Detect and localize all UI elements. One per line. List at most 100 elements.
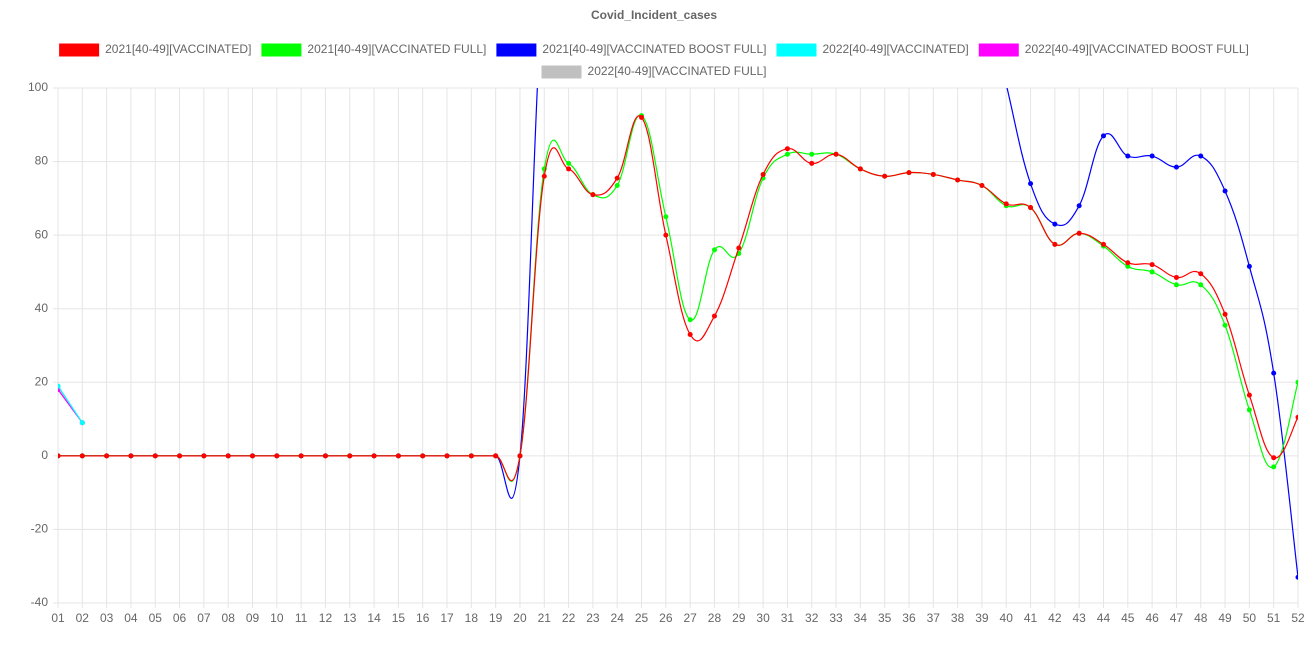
legend-item: 2021[40-49][VACCINATED] (59, 42, 251, 57)
legend: 2021[40-49][VACCINATED] 2021[40-49][VACCI… (59, 42, 1249, 79)
y-tick-label: 100 (28, 80, 48, 94)
x-tick-label: 29 (732, 611, 746, 625)
data-point (1028, 205, 1034, 211)
x-tick-label: 17 (440, 611, 454, 625)
data-point (1271, 455, 1277, 461)
data-point (663, 214, 669, 220)
data-point (882, 173, 888, 179)
data-point (395, 453, 401, 459)
y-tick-label: 20 (35, 374, 49, 388)
data-point (687, 317, 693, 323)
y-tick-label: 0 (41, 448, 48, 462)
x-tick-label: 15 (392, 611, 406, 625)
data-point (639, 114, 645, 120)
data-point (784, 146, 790, 152)
series-line (58, 385, 83, 424)
data-point (614, 175, 620, 181)
data-point (1052, 241, 1058, 247)
x-tick-label: 41 (1024, 611, 1038, 625)
data-point (1149, 262, 1155, 268)
x-tick-label: 16 (416, 611, 430, 625)
grid: -40 -20 0 20 40 60 80 100 01 02 03 04 05 06 07 08 09 10 11… (28, 80, 1305, 625)
data-point (1052, 221, 1058, 227)
x-tick-label: 27 (683, 611, 697, 625)
x-tick-label: 30 (756, 611, 770, 625)
x-tick-label: 10 (270, 611, 284, 625)
legend-label: 2022[40-49][VACCINATED FULL] (588, 64, 767, 78)
legend-swatch (978, 43, 1019, 57)
y-tick-label: -40 (31, 595, 49, 609)
plot-area (58, 82, 1298, 580)
data-point (79, 453, 85, 459)
data-point (1198, 282, 1204, 288)
data-point (1173, 274, 1179, 280)
data-point (1100, 241, 1106, 247)
x-tick-label: 51 (1267, 611, 1281, 625)
x-tick-label: 44 (1097, 611, 1111, 625)
data-point (663, 232, 669, 238)
data-point (1004, 82, 1009, 87)
legend-item: 2021[40-49][VACCINATED BOOST FULL] (496, 42, 766, 57)
data-point (1076, 203, 1082, 209)
data-point (1246, 392, 1252, 398)
x-tick-label: 13 (343, 611, 357, 625)
data-point (1076, 230, 1082, 236)
data-point (371, 453, 377, 459)
data-point (1125, 153, 1131, 159)
data-point (687, 331, 693, 337)
x-tick-label: 24 (611, 611, 625, 625)
data-point (930, 171, 936, 177)
series-line (58, 88, 1298, 578)
x-tick-label: 11 (295, 611, 308, 625)
x-tick-label: 38 (951, 611, 965, 625)
legend-label: 2021[40-49][VACCINATED FULL] (307, 42, 486, 56)
legend-item: 2022[40-49][VACCINATED BOOST FULL] (978, 42, 1249, 57)
x-tick-label: 26 (659, 611, 673, 625)
data-point (809, 151, 815, 157)
x-tick-label: 37 (927, 611, 941, 625)
x-tick-label: 18 (465, 611, 479, 625)
data-point (1198, 271, 1204, 277)
data-point (225, 453, 231, 459)
data-point (152, 453, 158, 459)
x-tick-label: 43 (1072, 611, 1086, 625)
legend-label: 2022[40-49][VACCINATED BOOST FULL] (1025, 42, 1249, 56)
data-point (614, 182, 620, 188)
data-point (1222, 188, 1228, 194)
data-point (809, 160, 815, 166)
series-line (58, 114, 1298, 482)
y-tick-label: -20 (31, 522, 49, 536)
y-tick-label: 60 (35, 227, 49, 241)
data-point (1246, 263, 1252, 269)
data-point (1149, 153, 1155, 159)
data-point (1295, 414, 1298, 420)
data-point (322, 453, 328, 459)
data-point (711, 247, 717, 253)
x-tick-label: 39 (975, 611, 989, 625)
legend-swatch (261, 43, 302, 57)
legend-label: 2021[40-49][VACCINATED BOOST FULL] (542, 42, 766, 56)
data-point (1198, 153, 1204, 159)
y-tick-label: 40 (35, 301, 49, 315)
legend-swatch (541, 65, 582, 79)
x-tick-label: 07 (197, 611, 211, 625)
x-tick-label: 47 (1170, 611, 1184, 625)
data-point (1295, 574, 1298, 580)
x-tick-label: 52 (1291, 611, 1305, 625)
data-point (1173, 282, 1179, 288)
data-point (517, 453, 523, 459)
x-tick-label: 03 (100, 611, 114, 625)
x-tick-label: 14 (367, 611, 381, 625)
legend-item: 2022[40-49][VACCINATED FULL] (541, 64, 767, 79)
data-point (541, 173, 547, 179)
x-tick-label: 21 (538, 611, 552, 625)
data-point (711, 313, 717, 319)
data-point (1028, 181, 1034, 187)
data-point (784, 151, 790, 157)
data-point (1271, 370, 1277, 376)
data-point (590, 192, 596, 198)
data-point (1271, 464, 1277, 470)
data-point (274, 453, 280, 459)
x-tick-label: 33 (829, 611, 843, 625)
data-point (250, 453, 256, 459)
